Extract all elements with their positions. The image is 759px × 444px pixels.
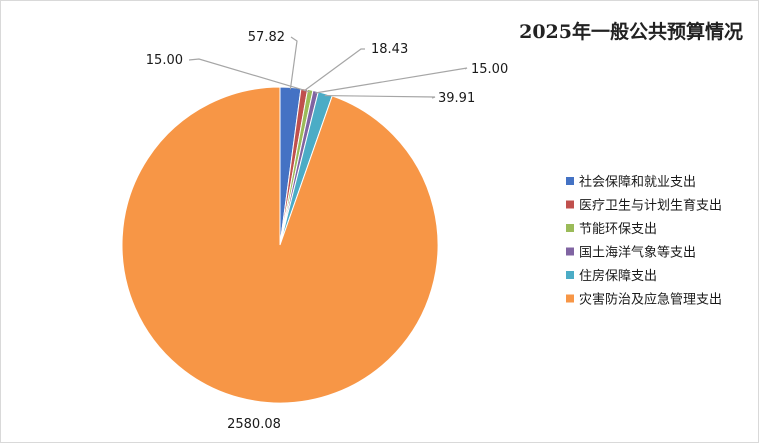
legend-label: 节能环保支出	[579, 222, 657, 237]
data-label: 18.43	[371, 42, 408, 57]
pie-slices	[121, 86, 439, 404]
legend-swatch	[566, 177, 574, 185]
data-label: 2580.08	[227, 417, 281, 432]
leader-line	[315, 67, 468, 94]
legend-label: 国土海洋气象等支出	[579, 245, 696, 261]
data-label: 39.91	[438, 91, 475, 106]
legend-swatch	[566, 200, 574, 209]
legend-swatch	[566, 224, 574, 232]
leader-line	[188, 58, 311, 93]
data-labels: 57.82 18.43 15.00 15.00 39.91 2580.08	[146, 30, 508, 432]
pie-slice	[121, 86, 439, 404]
data-label: 15.00	[471, 62, 508, 77]
chart-title: 2025年一般公共预算情况	[519, 20, 743, 43]
leader-line	[324, 94, 436, 99]
legend-swatch	[566, 294, 574, 303]
legend-swatch	[566, 247, 574, 256]
data-label: 15.00	[146, 53, 183, 68]
legend-label: 社会保障和就业支出	[579, 174, 696, 190]
leader-line	[289, 36, 298, 90]
legend-label: 医疗卫生与计划生育支出	[579, 198, 722, 214]
leader-lines	[188, 36, 468, 99]
legend-swatch	[566, 271, 574, 279]
legend-label: 住房保障支出	[579, 268, 657, 284]
legend-label: 灾害防治及应急管理支出	[579, 292, 722, 308]
leader-line	[303, 48, 365, 92]
legend: 社会保障和就业支出医疗卫生与计划生育支出节能环保支出国土海洋气象等支出住房保障支…	[566, 174, 722, 308]
data-label: 57.82	[248, 30, 285, 45]
